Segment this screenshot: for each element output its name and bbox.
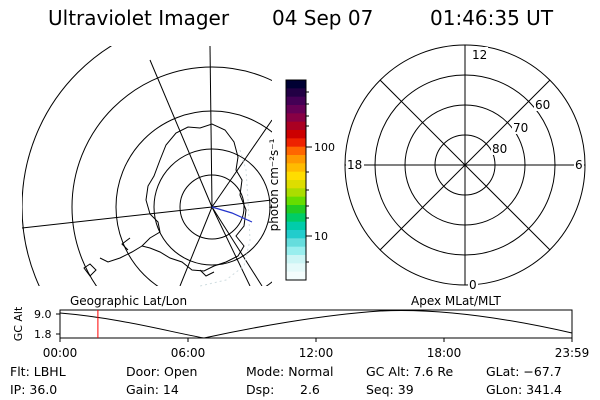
altitude-ytick-low: 1.8 (34, 328, 52, 341)
colorbar-segment (286, 171, 306, 181)
mlt-label-18: 18 (347, 158, 362, 172)
colorbar-segment (286, 130, 306, 139)
view-edge (199, 149, 251, 287)
time-tick-label: 23:59 (555, 346, 590, 360)
colorbar-frame (285, 79, 307, 281)
lat-circle (115, 110, 272, 286)
glon-status: GLon: 341.4 (486, 382, 562, 397)
colorbar-segment (286, 221, 306, 231)
island-coastline (199, 269, 215, 277)
meridian (149, 59, 213, 208)
time-tick-label: 18:00 (427, 346, 462, 360)
colorbar-segment (286, 255, 306, 264)
colorbar-segment (286, 213, 306, 223)
dsp-value: 2.6 (300, 382, 320, 397)
mlt-label-0: 0 (469, 278, 477, 292)
filter-status: Flt: LBHL (10, 364, 66, 379)
antarctica-coastline (141, 123, 247, 272)
colorbar-minor-ticks (306, 91, 309, 263)
meridian (179, 206, 213, 286)
date-label: 04 Sep 07 (272, 6, 374, 30)
colorbar-unit-label: photon cm⁻²s⁻¹ (267, 138, 281, 231)
altitude-axis-label: GC Alt (12, 306, 25, 341)
satellite-track (211, 206, 253, 223)
door-status: Door: Open (126, 364, 198, 379)
meridian (22, 206, 213, 229)
mlat-label-60: 60 (535, 98, 550, 112)
meridian (211, 206, 263, 286)
lat-circle (153, 148, 271, 266)
mlat-label-80: 80 (492, 142, 507, 156)
peninsula-coastline (99, 237, 143, 263)
mode-status: Mode: Normal (246, 364, 334, 379)
colorbar-segment (286, 271, 306, 281)
colorbar-tick-label-100: 100 (314, 141, 335, 154)
colorbar-segment (286, 246, 306, 256)
altitude-curve (59, 309, 573, 339)
colorbar-tick-label-10: 10 (314, 230, 328, 243)
colorbar-segment (286, 263, 306, 273)
altitude-ytick-high: 9.0 (34, 308, 52, 321)
gain-status: Gain: 14 (126, 382, 179, 397)
colorbar-segment (286, 105, 306, 114)
meridian (211, 199, 272, 208)
mlt-line-diagonal (379, 79, 551, 251)
colorbar-segment (286, 80, 306, 89)
time-label: 01:46:35 UT (430, 6, 554, 30)
colorbar-segment (286, 238, 306, 248)
sequence-status: Seq: 39 (366, 382, 414, 397)
mlt-label-6: 6 (575, 158, 583, 172)
colorbar-segment (286, 121, 306, 131)
time-tick-label: 06:00 (171, 346, 206, 360)
colorbar-segment (286, 188, 306, 198)
colorbar-segment (286, 155, 306, 164)
polar-panel-label: Apex MLat/MLT (411, 294, 501, 308)
colorbar-segment (286, 205, 306, 214)
colorbar-segment (286, 230, 306, 239)
geo-panel-label: Geographic Lat/Lon (70, 294, 187, 308)
colorbar-segment (286, 180, 306, 189)
geographic-map (22, 46, 272, 286)
colorbar-segment (286, 88, 306, 98)
meridian (211, 119, 272, 208)
colorbar-segment (286, 146, 306, 156)
glat-status: GLat: −67.7 (486, 364, 562, 379)
colorbar-segment (286, 138, 306, 148)
mlt-label-12: 12 (472, 48, 487, 62)
polar-plot (344, 44, 586, 286)
lat-circle (71, 66, 272, 286)
colorbar-segment (286, 196, 306, 206)
altitude-strip-ticks (56, 313, 573, 342)
island-coastline (83, 263, 97, 277)
meridian (211, 206, 251, 286)
dsp-label: Dsp: (246, 382, 275, 397)
mlat-label-70: 70 (513, 121, 528, 135)
colorbar-segment (286, 113, 306, 123)
instrument-title: Ultraviolet Imager (48, 6, 230, 30)
time-tick-label: 00:00 (43, 346, 78, 360)
time-tick-label: 12:00 (299, 346, 334, 360)
gc-alt-status: GC Alt: 7.6 Re (366, 364, 454, 379)
polar-labels: 12 18 6 0 60 70 80 (346, 47, 584, 292)
ip-status: IP: 36.0 (10, 382, 58, 397)
meridian (209, 46, 213, 208)
colorbar-segment (286, 163, 306, 173)
colorbar-segment (286, 96, 306, 106)
colorbar (286, 80, 306, 281)
